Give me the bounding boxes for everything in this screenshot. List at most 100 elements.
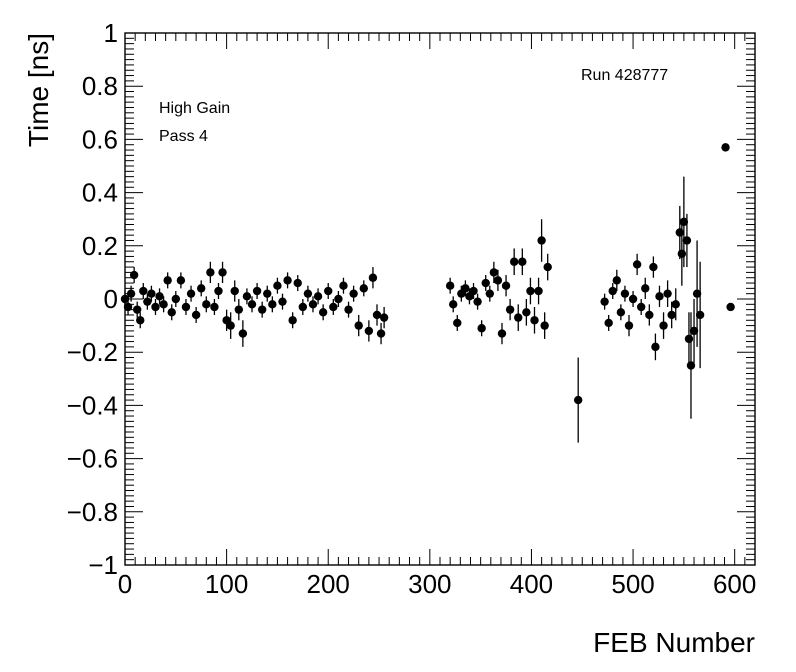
data-point [686, 361, 696, 370]
data-point [624, 321, 634, 330]
data-point [283, 276, 292, 285]
data-point [202, 300, 211, 309]
data-point [171, 294, 181, 304]
data-point [263, 289, 272, 298]
data-point [155, 292, 164, 301]
data-point [663, 289, 672, 298]
y-axis-ticks [125, 32, 755, 566]
data-point [616, 308, 626, 317]
data-point [543, 262, 552, 272]
data-point [210, 302, 219, 312]
data-point [226, 321, 235, 330]
data-point [206, 268, 215, 277]
y-tick-label: −0.4 [67, 390, 118, 420]
data-point [278, 297, 287, 306]
data-point [334, 294, 343, 304]
data-point [667, 310, 676, 320]
data-point [123, 302, 133, 312]
data-point [329, 302, 338, 312]
data-point [129, 270, 139, 280]
y-tick-label: 0.2 [82, 231, 118, 261]
data-point [159, 300, 168, 309]
data-point [298, 302, 308, 312]
data-point [273, 281, 282, 290]
annotation-high-gain: High Gain [159, 100, 230, 117]
data-point [372, 310, 382, 320]
data-point [136, 316, 145, 325]
y-tick-label: 1 [104, 18, 118, 48]
data-point [651, 342, 660, 352]
data-point [344, 305, 353, 314]
data-point [445, 281, 455, 290]
data-point [518, 257, 527, 266]
data-point [689, 326, 699, 336]
data-point [191, 310, 201, 320]
data-point [481, 278, 490, 288]
data-point [636, 302, 646, 312]
data-point [379, 313, 389, 322]
y-tick-label: 0 [104, 284, 118, 314]
data-point [671, 300, 680, 309]
data-point [132, 305, 142, 314]
x-axis-ticks [124, 33, 756, 565]
data-point [303, 289, 313, 298]
data-point [655, 292, 664, 301]
data-point [684, 334, 694, 344]
data-point [147, 289, 156, 298]
data-point [163, 276, 172, 285]
data-point [364, 326, 374, 336]
error-bars [122, 146, 734, 443]
annotation-pass: Pass 4 [159, 128, 208, 145]
data-point [573, 395, 583, 405]
data-point [349, 289, 358, 298]
data-point [645, 310, 654, 320]
x-axis-label: FEB Number [593, 627, 755, 658]
data-point [632, 260, 642, 269]
data-point [726, 302, 735, 312]
x-tick-label: 0 [118, 569, 132, 599]
data-point [368, 273, 378, 282]
data-point [126, 289, 136, 298]
data-point [453, 318, 462, 328]
data-point [600, 297, 609, 306]
x-tick-label: 200 [307, 569, 350, 599]
data-point [505, 305, 515, 314]
y-tick-label: 0.6 [82, 124, 118, 154]
data-point [181, 302, 191, 312]
y-tick-label: 0.4 [82, 178, 118, 208]
data-point [721, 143, 730, 152]
data-point [489, 268, 499, 277]
data-point [268, 300, 277, 309]
y-tick-label: −0.6 [67, 444, 118, 474]
data-point [143, 297, 152, 306]
data-point [339, 281, 348, 290]
data-point [318, 308, 328, 317]
data-points [120, 143, 735, 405]
y-tick-label: −1 [88, 550, 118, 580]
x-tick-label: 600 [713, 569, 756, 599]
data-point [695, 310, 705, 320]
data-point [288, 316, 297, 325]
data-point [497, 329, 507, 338]
data-point [537, 236, 546, 245]
data-point [659, 321, 668, 330]
data-point [214, 286, 223, 296]
data-point [692, 289, 702, 298]
data-point [628, 294, 638, 304]
data-point [359, 284, 368, 293]
data-point [197, 284, 206, 293]
data-point [238, 329, 248, 338]
y-axis-tick-labels: −1 −0.8 −0.6 −0.4 −0.2 0 0.2 0.4 0.6 0.8 1 [67, 18, 118, 580]
data-point [313, 292, 323, 301]
data-point [540, 321, 549, 330]
data-point [449, 300, 458, 309]
y-tick-label: 0.8 [82, 71, 118, 101]
data-point [501, 281, 511, 290]
x-tick-label: 300 [408, 569, 451, 599]
data-point [139, 286, 148, 296]
data-point [230, 286, 239, 296]
y-tick-label: −0.2 [67, 337, 118, 367]
data-point [218, 268, 227, 277]
data-point [677, 249, 687, 258]
data-point [641, 284, 650, 293]
